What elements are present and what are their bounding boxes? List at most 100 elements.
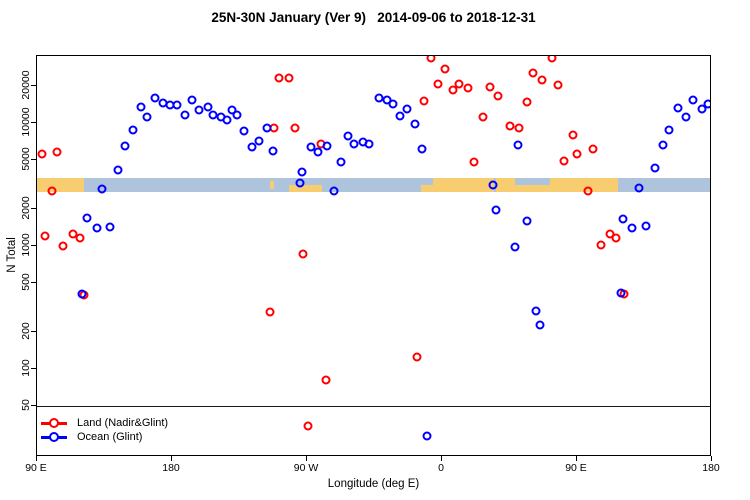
data-point-land bbox=[454, 79, 464, 89]
data-point-land bbox=[588, 144, 598, 154]
data-point-ocean bbox=[120, 141, 130, 151]
data-point-land bbox=[265, 307, 275, 317]
x-axis-title: Longitude (deg E) bbox=[327, 478, 420, 490]
data-point-ocean bbox=[422, 431, 432, 441]
data-point-ocean bbox=[313, 147, 323, 157]
data-point-land bbox=[514, 123, 524, 133]
legend: Land (Nadir&Glint) Ocean (Glint) bbox=[39, 416, 269, 444]
x-tick-mark bbox=[576, 456, 577, 461]
x-tick-label: 0 bbox=[438, 462, 444, 474]
data-point-land bbox=[485, 82, 495, 92]
plot-area: Land (Nadir&Glint) Ocean (Glint) bbox=[36, 55, 711, 456]
data-point-ocean bbox=[364, 139, 374, 149]
y-tick-label: 5000 bbox=[20, 147, 32, 171]
y-tick-label: 20000 bbox=[20, 70, 32, 100]
data-point-ocean bbox=[239, 126, 249, 136]
y-tick-label: 100 bbox=[20, 359, 32, 377]
data-point-ocean bbox=[105, 222, 115, 232]
x-tick-label: 90 E bbox=[25, 462, 47, 474]
y-tick-mark bbox=[31, 159, 36, 161]
data-point-ocean bbox=[402, 104, 412, 114]
x-tick-mark bbox=[711, 456, 712, 461]
x-tick-label: 90 E bbox=[565, 462, 587, 474]
band-ocean-overlay bbox=[514, 178, 551, 185]
y-tick-mark bbox=[31, 331, 36, 332]
data-point-ocean bbox=[703, 99, 710, 109]
data-point-land bbox=[419, 96, 429, 106]
data-point-land bbox=[559, 156, 569, 166]
data-point-ocean bbox=[664, 125, 674, 135]
data-point-ocean bbox=[172, 100, 182, 110]
x-tick-label: 90 W bbox=[293, 462, 319, 474]
data-point-land bbox=[611, 233, 621, 243]
y-tick-label: 200 bbox=[20, 322, 32, 340]
data-point-land bbox=[505, 121, 515, 131]
data-point-ocean bbox=[535, 320, 545, 330]
y-tick-mark bbox=[31, 208, 36, 209]
y-tick-label: 500 bbox=[20, 273, 32, 291]
band-land-segment bbox=[270, 181, 274, 189]
y-tick-mark bbox=[31, 282, 36, 284]
data-point-ocean bbox=[650, 163, 660, 173]
data-point-ocean bbox=[336, 157, 346, 167]
data-point-ocean bbox=[522, 216, 532, 226]
legend-label-ocean: Ocean (Glint) bbox=[77, 431, 143, 443]
data-point-land bbox=[553, 80, 563, 90]
data-point-ocean bbox=[295, 178, 305, 188]
y-tick-mark bbox=[31, 122, 36, 124]
data-point-ocean bbox=[297, 167, 307, 177]
x-tick-label: 180 bbox=[702, 462, 720, 474]
data-point-land bbox=[522, 97, 532, 107]
data-point-land bbox=[37, 149, 47, 159]
data-point-ocean bbox=[513, 140, 523, 150]
data-point-ocean bbox=[329, 186, 339, 196]
legend-label-land: Land (Nadir&Glint) bbox=[77, 417, 169, 429]
data-point-land bbox=[58, 241, 68, 251]
y-tick-label: 2000 bbox=[20, 196, 32, 220]
data-point-ocean bbox=[410, 119, 420, 129]
data-point-ocean bbox=[491, 205, 501, 215]
data-point-land bbox=[290, 123, 300, 133]
data-point-ocean bbox=[247, 142, 257, 152]
x-tick-mark bbox=[306, 456, 307, 461]
data-point-ocean bbox=[222, 115, 232, 125]
data-point-land bbox=[75, 233, 85, 243]
data-point-ocean bbox=[77, 289, 87, 299]
data-point-ocean bbox=[203, 102, 213, 112]
data-point-land bbox=[274, 73, 284, 83]
data-point-ocean bbox=[627, 223, 637, 233]
data-point-ocean bbox=[128, 125, 138, 135]
y-tick-mark bbox=[31, 368, 36, 370]
legend-circle-land-icon bbox=[49, 418, 59, 428]
data-point-ocean bbox=[262, 123, 272, 133]
x-tick-mark bbox=[36, 456, 37, 461]
data-point-ocean bbox=[634, 183, 644, 193]
legend-circle-ocean-icon bbox=[49, 432, 59, 442]
data-point-land bbox=[52, 147, 62, 157]
data-point-ocean bbox=[227, 105, 237, 115]
legend-item-ocean: Ocean (Glint) bbox=[39, 430, 269, 444]
data-point-ocean bbox=[343, 131, 353, 141]
x-tick-mark bbox=[441, 456, 442, 461]
data-point-ocean bbox=[82, 213, 92, 223]
x-tick-label: 180 bbox=[162, 462, 180, 474]
data-point-ocean bbox=[349, 139, 359, 149]
data-point-land bbox=[440, 64, 450, 74]
data-point-land bbox=[47, 186, 57, 196]
data-point-ocean bbox=[658, 140, 668, 150]
data-point-land bbox=[568, 130, 578, 140]
data-point-ocean bbox=[673, 103, 683, 113]
data-point-ocean bbox=[254, 136, 264, 146]
reference-line-n50 bbox=[37, 406, 710, 408]
legend-item-land: Land (Nadir&Glint) bbox=[39, 416, 269, 430]
data-point-land bbox=[463, 83, 473, 93]
data-point-land bbox=[493, 91, 503, 101]
band-ocean-overlay bbox=[417, 178, 434, 185]
data-point-ocean bbox=[688, 95, 698, 105]
band-land-segment bbox=[421, 178, 618, 192]
data-point-ocean bbox=[618, 214, 628, 224]
data-point-land bbox=[412, 352, 422, 362]
data-point-ocean bbox=[97, 184, 107, 194]
data-point-land bbox=[478, 112, 488, 122]
